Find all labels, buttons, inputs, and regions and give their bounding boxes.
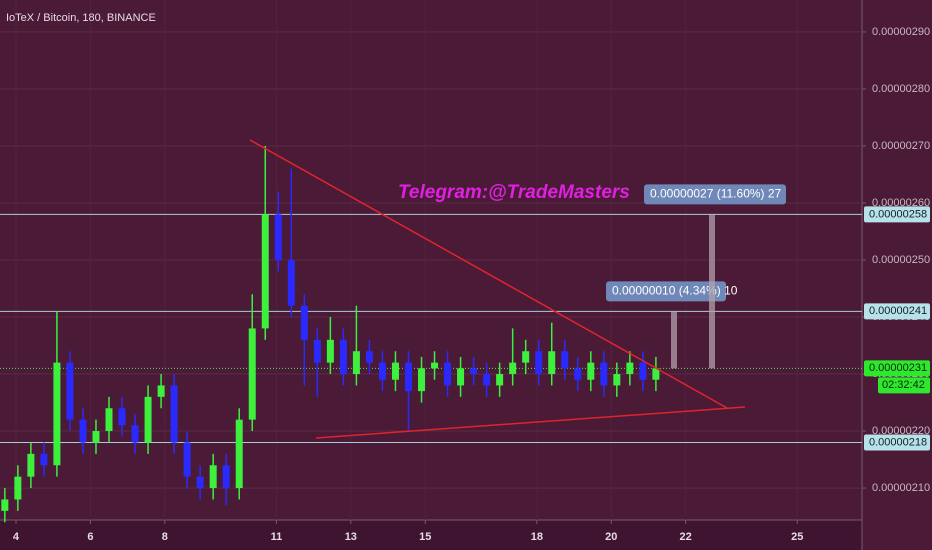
level-label-box — [864, 206, 930, 223]
candle-body — [470, 368, 478, 375]
candle-body — [444, 362, 452, 386]
candle-body — [170, 385, 178, 443]
trend-line — [315, 406, 746, 439]
candle-body — [131, 425, 139, 443]
measure-label-box — [644, 184, 786, 205]
chart-title: IoTeX / Bitcoin, 180, BINANCE — [6, 12, 156, 24]
trend-line — [249, 139, 728, 409]
candle-body — [626, 362, 634, 375]
y-tick-label: 0.00000290 — [872, 26, 930, 38]
candle-body — [53, 362, 61, 466]
candle-body — [274, 214, 282, 260]
level-label: 0.00000241 — [869, 305, 927, 317]
candle-body — [496, 374, 504, 386]
x-tick-label: 22 — [680, 531, 692, 543]
candle-body — [27, 453, 35, 477]
candle-body — [418, 368, 426, 392]
last-price-box — [864, 360, 930, 377]
candle-body — [639, 362, 647, 380]
candle-body — [248, 328, 256, 420]
measure-label: 0.00000027 (11.60%) 27 — [650, 187, 782, 201]
y-tick-label: 0.00000260 — [872, 197, 930, 209]
candle-body — [287, 260, 295, 306]
candle-body — [483, 374, 491, 386]
candle-body — [652, 368, 660, 380]
axes: 0.00000290 0.00000280 0.00000270 0.00000260… — [13, 26, 930, 543]
candles — [1, 145, 660, 523]
measure-label: 0.00000010 (4.34%) 10 — [612, 283, 738, 297]
last-price-label: 0.00000231 — [869, 362, 927, 374]
candle-body — [522, 351, 530, 363]
measure-bar — [671, 311, 677, 369]
candle-body — [79, 419, 87, 443]
level-label-box — [864, 434, 930, 451]
x-tick-label: 18 — [531, 531, 543, 543]
candle-body — [339, 339, 347, 375]
candle-body — [535, 351, 543, 375]
level-label: 0.00000218 — [869, 436, 927, 448]
candle-body — [431, 362, 439, 369]
candle-body — [92, 431, 100, 443]
candle-body — [313, 339, 321, 363]
x-tick-label: 6 — [87, 531, 93, 543]
candle-body — [118, 408, 126, 426]
x-tick-label: 8 — [162, 531, 168, 543]
candle-body — [365, 351, 373, 363]
candle-body — [600, 362, 608, 386]
candle-body — [157, 385, 165, 397]
candle-body — [326, 339, 334, 363]
candle-body — [548, 351, 556, 375]
candle-body — [587, 362, 595, 380]
x-tick-label: 20 — [605, 531, 617, 543]
level-label: 0.00000258 — [869, 208, 927, 220]
candle-body — [235, 419, 243, 489]
candle-body — [391, 362, 399, 380]
candle-body — [209, 465, 217, 489]
x-tick-label: 25 — [791, 531, 803, 543]
candle-body — [509, 362, 517, 375]
levels — [0, 213, 862, 443]
candle-body — [1, 499, 9, 511]
x-tick-label: 13 — [345, 531, 357, 543]
watermark: Telegram:@TradeMasters — [398, 182, 630, 203]
measure-bar — [709, 214, 715, 369]
y-tick-label: 0.00000210 — [872, 482, 930, 494]
time-axis — [0, 520, 862, 550]
candle-body — [300, 305, 308, 340]
candle-body — [196, 476, 204, 489]
candle-body — [613, 374, 621, 386]
candle-body — [404, 362, 412, 392]
x-tick-label: 15 — [419, 531, 431, 543]
candle-body — [144, 396, 152, 443]
candle-body — [352, 351, 360, 375]
level-label-box — [864, 303, 930, 320]
y-tick-label: 0.00000220 — [872, 425, 930, 437]
measure-label-box — [606, 281, 726, 302]
y-tick-label: 0.00000250 — [872, 254, 930, 266]
candle-body — [105, 408, 113, 432]
candle-body — [574, 368, 582, 380]
candle-body — [261, 214, 269, 329]
candle-body — [40, 453, 48, 466]
y-tick-label: 0.00000270 — [872, 140, 930, 152]
candle-body — [183, 442, 191, 477]
candle-body — [378, 362, 386, 380]
candle-body — [222, 465, 230, 489]
x-tick-label: 11 — [271, 531, 283, 543]
candle-body — [561, 351, 569, 369]
y-tick-label: 0.00000280 — [872, 83, 930, 95]
candle-body — [14, 476, 22, 500]
countdown-box — [878, 377, 930, 394]
x-tick-label: 4 — [13, 531, 20, 543]
measures: 0.00000010 (4.34%) 10 0.00000027 (11.60%)… — [606, 184, 786, 369]
candle-body — [457, 368, 465, 386]
candle-body — [66, 362, 74, 420]
countdown: 02:32:42 — [882, 379, 925, 391]
